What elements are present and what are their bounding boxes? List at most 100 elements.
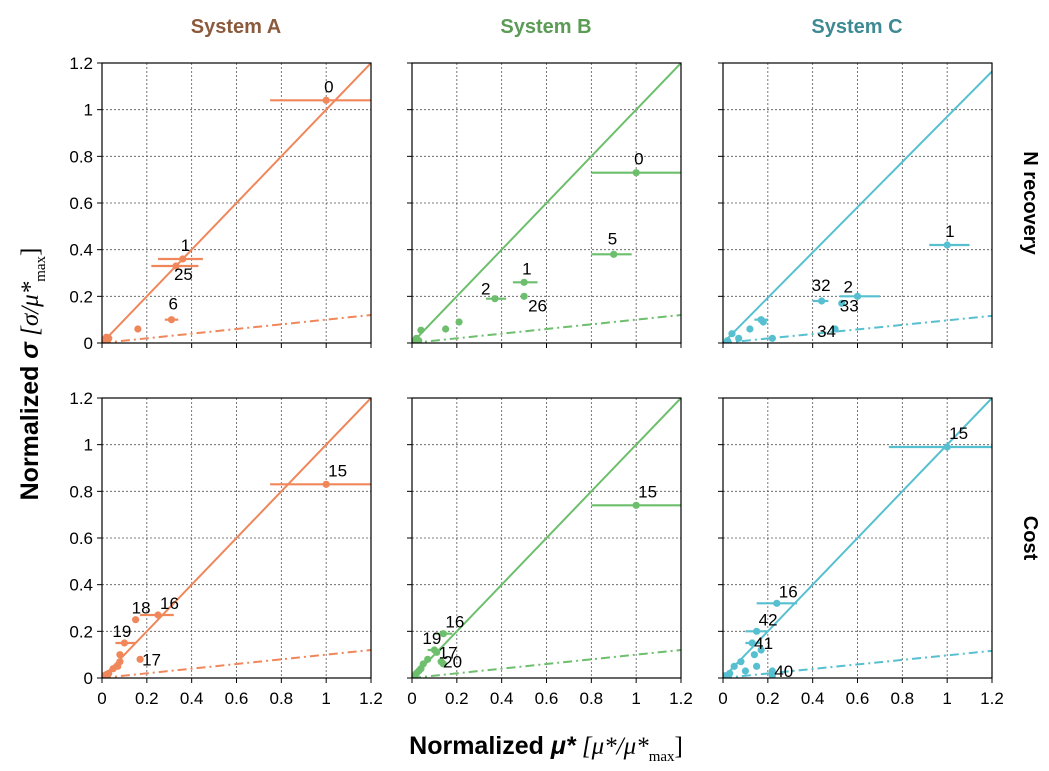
y-tick-label: 1 — [84, 101, 93, 120]
data-point — [632, 169, 640, 177]
data-point — [730, 662, 738, 670]
data-point — [759, 318, 767, 326]
data-point — [831, 325, 839, 333]
point-label: 6 — [168, 295, 177, 314]
x-axis-title-text: Normalized μ* [μ*/μ*max] — [409, 732, 683, 765]
data-point — [109, 665, 117, 673]
row-titles: N recovery Cost — [1019, 151, 1041, 560]
reference-line-solid — [102, 398, 371, 678]
y-tick-label: 1 — [84, 436, 93, 455]
point-label: 19 — [422, 629, 441, 648]
point-label: 1 — [522, 259, 531, 278]
data-point — [728, 330, 736, 338]
x-tick-label: 1 — [321, 689, 330, 708]
y-tick-label: 1.2 — [69, 54, 93, 73]
data-point — [737, 658, 745, 666]
x-tick-label: 1 — [631, 689, 640, 708]
reference-line-solid — [102, 63, 371, 343]
x-tick-label: 0.8 — [891, 689, 915, 708]
data-point — [853, 292, 862, 300]
point-label: 25 — [174, 265, 193, 284]
y-tick-label: 0.4 — [69, 241, 93, 260]
x-tick-label: 0.8 — [580, 689, 604, 708]
data-point — [167, 316, 176, 324]
point-label: 16 — [445, 613, 464, 632]
data-point — [838, 299, 846, 307]
data-point — [136, 655, 144, 663]
column-title-system-c: System C — [811, 16, 902, 38]
data-point — [753, 627, 761, 635]
x-tick-label: 0 — [407, 689, 416, 708]
data-point — [134, 325, 142, 333]
data-point — [723, 672, 729, 678]
point-label: 19 — [112, 622, 131, 641]
data-point — [154, 611, 162, 619]
reference-line-solid — [412, 398, 681, 678]
point-label: 2 — [844, 277, 853, 296]
reference-line-dashdot — [412, 314, 681, 343]
x-tick-label: 0.2 — [135, 689, 159, 708]
reference-line-dashdot — [723, 314, 992, 343]
x-tick-label: 0.8 — [270, 689, 294, 708]
data-point — [179, 255, 187, 263]
x-tick-label: 0.6 — [225, 689, 249, 708]
data-point — [753, 662, 761, 670]
data-point — [750, 651, 758, 659]
y-axis-title: Normalized σ [σ/μ*max] — [16, 248, 49, 501]
data-point — [417, 326, 425, 334]
y-tick-label: 0.6 — [69, 529, 93, 548]
data-point — [773, 599, 781, 607]
data-point — [746, 325, 754, 333]
data-point — [610, 250, 618, 258]
point-label: 34 — [817, 322, 836, 341]
data-point — [102, 672, 108, 678]
point-label: 0 — [324, 77, 333, 96]
point-label: 42 — [759, 610, 778, 629]
data-point — [741, 667, 750, 675]
data-point — [723, 337, 732, 343]
data-point — [632, 501, 640, 509]
y-tick-label: 0.2 — [69, 287, 93, 306]
data-point — [943, 241, 951, 249]
point-label: 41 — [754, 634, 773, 653]
data-point — [520, 278, 528, 286]
point-label: 17 — [142, 650, 161, 669]
data-point — [120, 639, 129, 647]
plot-area — [412, 398, 681, 678]
y-tick-label: 0.4 — [69, 576, 93, 595]
data-point — [455, 318, 463, 326]
column-title-system-b: System B — [500, 16, 591, 38]
panel-system-a-cost: 0 0.2 0.4 0.6 0.8 1 1.2 0 0.2 0.4 0.6 0.8 1 1.2 15 16 18… — [69, 389, 382, 708]
data-point — [768, 334, 776, 342]
point-label: 16 — [160, 594, 179, 613]
y-tick-label: 0.6 — [69, 194, 93, 213]
data-point — [768, 672, 776, 678]
data-point — [172, 262, 180, 270]
reference-line-solid — [723, 70, 992, 343]
data-point — [735, 334, 743, 342]
data-point — [757, 646, 765, 654]
data-point — [520, 292, 528, 300]
point-label: 16 — [779, 582, 798, 601]
panel-system-a-n-recovery: 0 0.2 0.4 0.6 0.8 1 1.2 0 1 25 6 — [69, 54, 372, 353]
point-label: 15 — [328, 461, 347, 480]
data-point — [439, 630, 447, 638]
point-label: 1 — [181, 236, 190, 255]
data-point — [322, 96, 330, 104]
plot-area — [723, 398, 992, 678]
data-point — [442, 325, 450, 333]
column-title-system-a: System A — [191, 16, 281, 38]
point-label: 1 — [945, 222, 954, 241]
x-tick-label: 0.2 — [756, 689, 780, 708]
data-point — [322, 480, 330, 488]
point-label: 33 — [840, 296, 859, 315]
plot-area — [412, 63, 681, 343]
point-label: 15 — [949, 424, 968, 443]
data-point — [439, 660, 447, 668]
data-point — [412, 672, 418, 678]
y-tick-label: 0 — [84, 669, 93, 688]
panel-system-b-n-recovery: 0 5 1 2 26 — [407, 62, 682, 348]
